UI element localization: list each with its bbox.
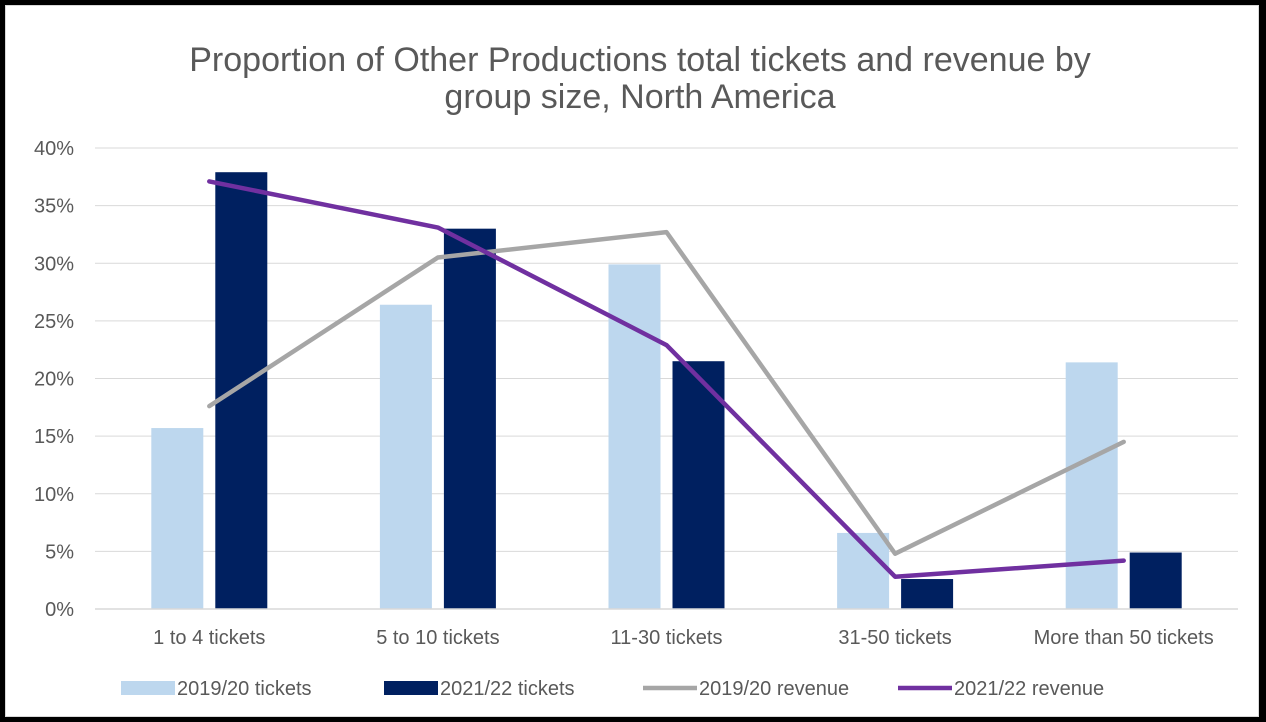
x-axis-ticks: 1 to 4 tickets 5 to 10 tickets 11-30 ticke… [95, 608, 1238, 649]
bar-2021-22-tickets [901, 579, 954, 609]
chart-title-line-2: group size, North America [444, 78, 835, 116]
x-tick-label: 31-50 tickets [838, 627, 951, 649]
line-2021-22-revenue [207, 179, 1126, 579]
x-tick-label: 1 to 4 tickets [153, 627, 265, 649]
legend-item: 2019/20 revenue [643, 678, 849, 700]
bar-2021-22-tickets [1129, 552, 1182, 609]
legend-label: 2019/20 revenue [699, 678, 849, 700]
y-tick-label: 25% [34, 311, 74, 333]
bar-2019-20-tickets [151, 428, 204, 609]
y-axis-ticks: 0% 5% 10% 15% 20% 25% 30% 35% 40% [34, 138, 74, 621]
bar-series [151, 172, 1182, 610]
legend-swatch [384, 681, 438, 695]
y-tick-label: 15% [34, 426, 74, 448]
x-tick-label: More than 50 tickets [1034, 627, 1214, 649]
bar-2021-22-tickets [443, 228, 496, 610]
legend-label: 2021/22 revenue [954, 678, 1104, 700]
y-tick-label: 10% [34, 484, 74, 506]
bar-2019-20-tickets [608, 264, 661, 609]
legend: 2019/20 tickets 2021/22 tickets 2019/20 re… [121, 678, 1104, 700]
y-tick-label: 0% [45, 599, 74, 621]
legend-item: 2019/20 tickets [121, 678, 312, 700]
bar-2019-20-tickets [379, 304, 432, 609]
x-tick-label: 11-30 tickets [611, 627, 723, 649]
bar-2019-20-tickets [1065, 362, 1118, 609]
y-tick-label: 20% [34, 369, 74, 391]
bar-2021-22-tickets [672, 361, 725, 609]
line-2019-20-revenue [207, 229, 1126, 556]
line-series [207, 179, 1126, 579]
x-tick-label: 5 to 10 tickets [376, 627, 499, 649]
y-tick-label: 35% [34, 196, 74, 218]
y-tick-label: 5% [45, 541, 74, 563]
legend-swatch [121, 681, 175, 695]
legend-item: 2021/22 tickets [384, 678, 575, 700]
bar-2021-22-tickets [215, 172, 268, 609]
legend-item: 2021/22 revenue [898, 678, 1104, 700]
y-tick-label: 30% [34, 253, 74, 275]
y-tick-label: 40% [34, 138, 74, 160]
legend-label: 2021/22 tickets [440, 678, 575, 700]
legend-label: 2019/20 tickets [177, 678, 312, 700]
chart-title-line-1: Proportion of Other Productions total ti… [189, 41, 1091, 79]
